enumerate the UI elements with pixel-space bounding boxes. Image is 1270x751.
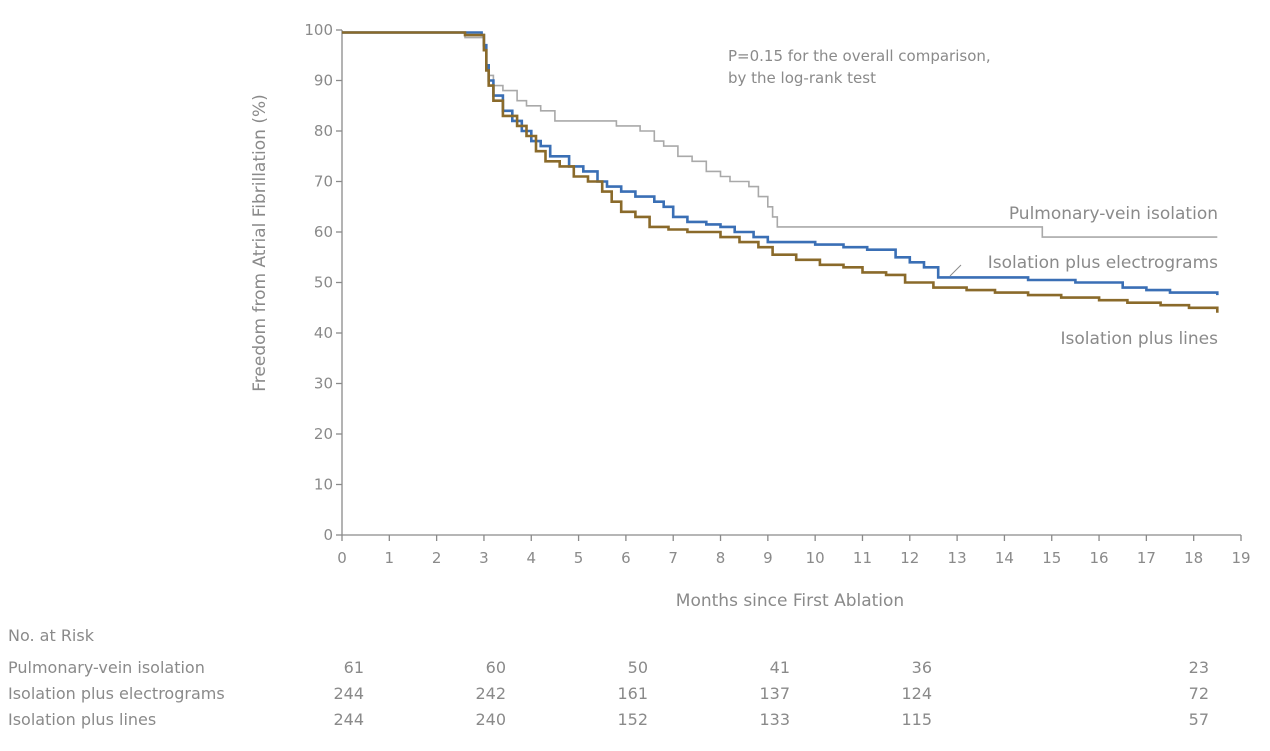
- risk-row-label: Pulmonary-vein isolation: [8, 658, 205, 677]
- risk-value: 50: [627, 658, 648, 677]
- risk-table-heading: No. at Risk: [8, 626, 94, 645]
- y-axis-label: Freedom from Atrial Fibrillation (%): [250, 94, 270, 391]
- x-tick-label: 4: [526, 549, 536, 567]
- x-tick-label: 8: [716, 549, 726, 567]
- label-isolation-plus-electrograms: Isolation plus electrograms: [988, 253, 1218, 273]
- x-tick-label: 15: [1042, 549, 1061, 567]
- risk-value: 72: [1188, 684, 1209, 703]
- x-tick-label: 12: [900, 549, 919, 567]
- curve-isolation-plus-electrograms: [342, 31, 1219, 296]
- x-tick-label: 5: [574, 549, 584, 567]
- label-pulmonary-vein-isolation: Pulmonary-vein isolation: [1009, 204, 1218, 224]
- x-tick-label: 7: [668, 549, 678, 567]
- y-tick-label: 0: [323, 526, 333, 544]
- x-tick-label: 18: [1184, 549, 1203, 567]
- risk-value: 41: [769, 658, 790, 677]
- x-tick-label: 2: [432, 549, 442, 567]
- y-tick-label: 40: [314, 324, 333, 342]
- x-tick-label: 1: [385, 549, 395, 567]
- risk-value: 124: [901, 684, 932, 703]
- y-tick-label: 10: [314, 476, 333, 494]
- risk-value: 244: [333, 684, 364, 703]
- curve-isolation-plus-lines: [342, 31, 1219, 313]
- x-tick-label: 11: [853, 549, 872, 567]
- y-tick-label: 20: [314, 425, 333, 443]
- risk-value: 161: [617, 684, 648, 703]
- risk-value: 152: [617, 710, 648, 729]
- risk-value: 36: [911, 658, 932, 677]
- x-tick-label: 9: [763, 549, 773, 567]
- risk-value: 244: [333, 710, 364, 729]
- label-isolation-plus-lines: Isolation plus lines: [1061, 329, 1219, 349]
- risk-value: 23: [1188, 658, 1209, 677]
- x-tick-label: 0: [337, 549, 347, 567]
- risk-value: 57: [1188, 710, 1209, 729]
- x-tick-label: 10: [806, 549, 825, 567]
- x-tick-label: 13: [948, 549, 967, 567]
- risk-row-label: Isolation plus electrograms: [8, 684, 225, 703]
- y-tick-label: 70: [314, 173, 333, 191]
- x-tick-label: 19: [1231, 549, 1250, 567]
- y-tick-label: 100: [304, 21, 333, 39]
- x-axis-label: Months since First Ablation: [676, 591, 904, 611]
- survival-curves: [342, 31, 1219, 313]
- risk-row-label: Isolation plus lines: [8, 710, 157, 729]
- y-tick-label: 90: [314, 72, 333, 90]
- risk-value: 61: [343, 658, 364, 677]
- x-tick-label: 16: [1090, 549, 1109, 567]
- y-tick-label: 30: [314, 375, 333, 393]
- risk-row-pulmonary-vein-isolation: Pulmonary-vein isolation 61 60 50 41 36 …: [8, 658, 1270, 680]
- y-tick-label: 60: [314, 223, 333, 241]
- risk-value: 242: [475, 684, 506, 703]
- risk-row-isolation-plus-electrograms: Isolation plus electrograms 244 242 161 …: [8, 684, 1270, 706]
- risk-value: 115: [901, 710, 932, 729]
- electrograms-label-leader: [949, 264, 962, 277]
- x-tick-label: 17: [1137, 549, 1156, 567]
- risk-value: 137: [759, 684, 790, 703]
- y-tick-label: 50: [314, 274, 333, 292]
- x-tick-label: 3: [479, 549, 489, 567]
- risk-row-isolation-plus-lines: Isolation plus lines 244 240 152 133 115…: [8, 710, 1270, 732]
- annotation-line-1: P=0.15 for the overall comparison,: [728, 47, 991, 65]
- x-tick-label: 6: [621, 549, 631, 567]
- y-tick-label: 80: [314, 122, 333, 140]
- x-tick-label: 14: [995, 549, 1014, 567]
- risk-value: 240: [475, 710, 506, 729]
- annotation-line-2: by the log-rank test: [728, 69, 876, 87]
- risk-value: 133: [759, 710, 790, 729]
- risk-value: 60: [485, 658, 506, 677]
